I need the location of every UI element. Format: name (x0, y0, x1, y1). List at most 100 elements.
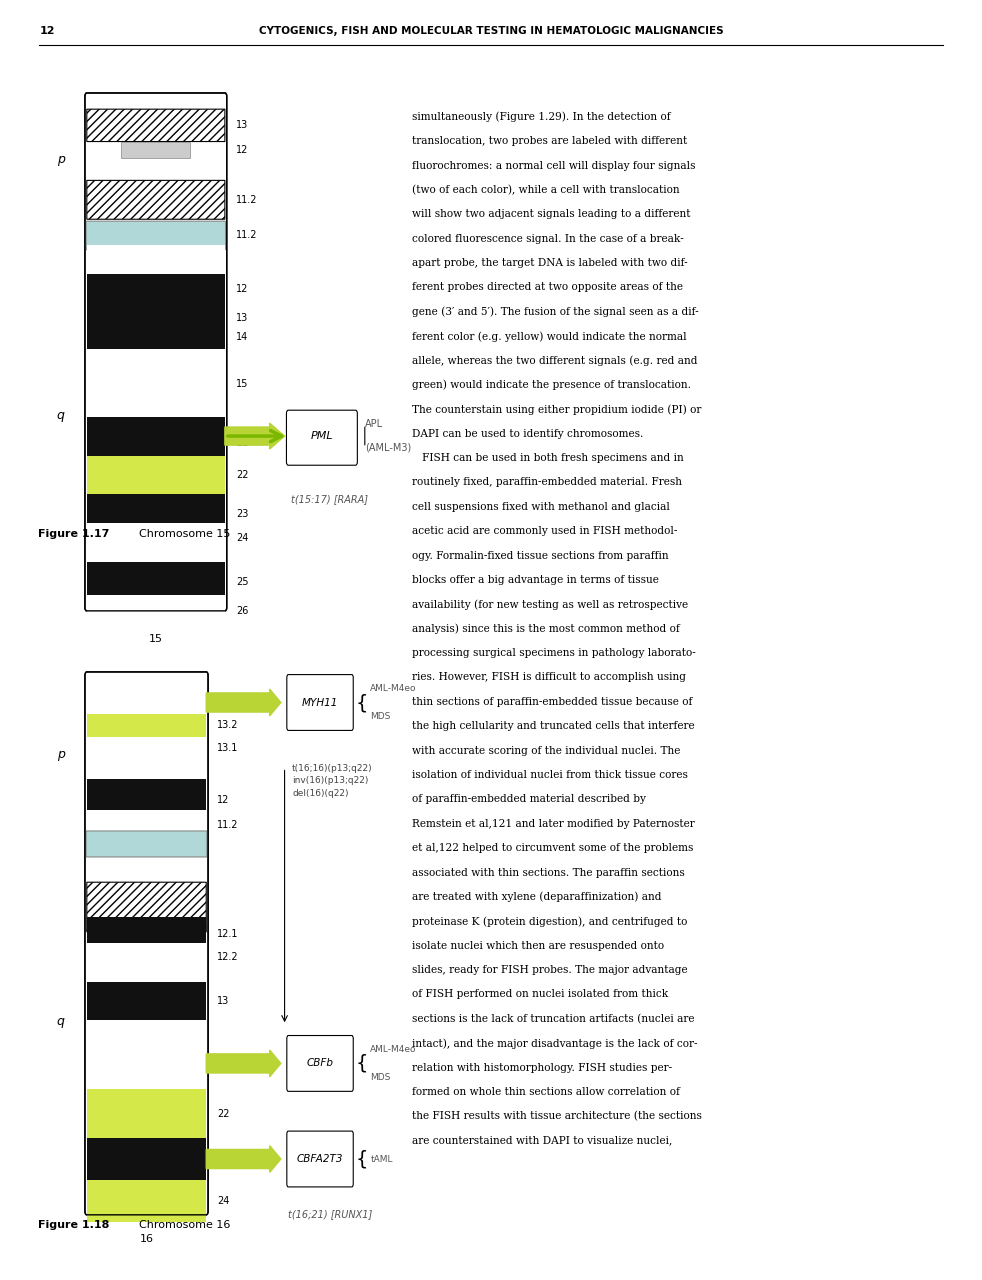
Text: the high cellularity and truncated cells that interfere: the high cellularity and truncated cells… (412, 721, 695, 731)
Text: {: { (345, 426, 359, 447)
FancyBboxPatch shape (84, 93, 227, 611)
Text: 13: 13 (236, 312, 248, 323)
Text: 12: 12 (236, 284, 248, 294)
Text: Chromosome 15: Chromosome 15 (139, 529, 231, 539)
Text: formed on whole thin sections allow correlation of: formed on whole thin sections allow corr… (412, 1087, 681, 1097)
Text: ries. However, FISH is difficult to accomplish using: ries. However, FISH is difficult to acco… (412, 672, 686, 682)
FancyBboxPatch shape (86, 180, 225, 219)
Text: 12: 12 (39, 26, 55, 36)
Text: ferent color (e.g. yellow) would indicate the normal: ferent color (e.g. yellow) would indicat… (412, 332, 687, 342)
Text: AML-M4eo: AML-M4eo (370, 685, 417, 694)
Bar (86, 1089, 206, 1138)
Bar (86, 916, 206, 951)
Text: 24: 24 (217, 1197, 230, 1207)
Bar (86, 780, 206, 820)
Bar (86, 494, 225, 534)
Text: apart probe, the target DNA is labeled with two dif-: apart probe, the target DNA is labeled w… (412, 259, 688, 268)
Text: analysis) since this is the most common method of: analysis) since this is the most common … (412, 623, 681, 635)
Text: of FISH performed on nuclei isolated from thick: of FISH performed on nuclei isolated fro… (412, 989, 669, 1000)
Text: 24: 24 (236, 532, 248, 543)
FancyBboxPatch shape (86, 109, 225, 142)
Text: CYTOGENICS, FISH AND MOLECULAR TESTING IN HEMATOLOGIC MALIGNANCIES: CYTOGENICS, FISH AND MOLECULAR TESTING I… (258, 26, 724, 36)
Bar (86, 274, 225, 303)
Text: 12.1: 12.1 (217, 929, 239, 938)
Text: q: q (57, 408, 65, 421)
Bar (86, 691, 206, 714)
Text: slides, ready for FISH probes. The major advantage: slides, ready for FISH probes. The major… (412, 965, 688, 975)
Text: 12: 12 (217, 795, 230, 805)
Text: allele, whereas the two different signals (e.g. red and: allele, whereas the two different signal… (412, 356, 698, 366)
Text: are treated with xylene (deparaffinization) and: are treated with xylene (deparaffinizati… (412, 892, 662, 902)
FancyBboxPatch shape (287, 675, 354, 731)
Bar (86, 1180, 206, 1222)
Text: 21: 21 (217, 1062, 230, 1073)
FancyBboxPatch shape (287, 1036, 354, 1092)
Bar (86, 982, 206, 1020)
Text: et al,122 helped to circumvent some of the problems: et al,122 helped to circumvent some of t… (412, 844, 694, 854)
Text: relation with histomorphology. FISH studies per-: relation with histomorphology. FISH stud… (412, 1062, 673, 1073)
Text: 14: 14 (236, 333, 248, 342)
Text: DAPI can be used to identify chromosomes.: DAPI can be used to identify chromosomes… (412, 429, 644, 439)
Text: Remstein et al,121 and later modified by Paternoster: Remstein et al,121 and later modified by… (412, 819, 695, 828)
Text: associated with thin sections. The paraffin sections: associated with thin sections. The paraf… (412, 868, 685, 878)
Text: 13: 13 (217, 996, 230, 1006)
Text: PML: PML (310, 431, 333, 442)
Text: 13.3: 13.3 (217, 698, 239, 708)
Bar (86, 714, 206, 737)
Text: of paraffin-embedded material described by: of paraffin-embedded material described … (412, 795, 646, 804)
Text: (AML-M3): (AML-M3) (364, 443, 411, 453)
FancyArrow shape (206, 1050, 281, 1076)
Text: with accurate scoring of the individual nuclei. The: with accurate scoring of the individual … (412, 746, 681, 755)
Text: 13: 13 (236, 120, 248, 131)
Bar (86, 524, 225, 553)
Text: will show two adjacent signals leading to a different: will show two adjacent signals leading t… (412, 209, 691, 219)
Text: CBFb: CBFb (306, 1059, 334, 1069)
Text: ferent probes directed at two opposite areas of the: ferent probes directed at two opposite a… (412, 283, 683, 292)
Text: 22: 22 (217, 1108, 230, 1119)
Text: are counterstained with DAPI to visualize nuclei,: are counterstained with DAPI to visualiz… (412, 1135, 673, 1146)
Text: MYH11: MYH11 (301, 698, 338, 708)
Bar (86, 244, 225, 268)
Text: simultaneously (Figure 1.29). In the detection of: simultaneously (Figure 1.29). In the det… (412, 111, 671, 123)
Text: 13.1: 13.1 (217, 744, 239, 754)
FancyBboxPatch shape (86, 882, 206, 932)
FancyBboxPatch shape (84, 672, 208, 1215)
Text: CBFA2T3: CBFA2T3 (297, 1155, 344, 1164)
Text: cell suspensions fixed with methanol and glacial: cell suspensions fixed with methanol and… (412, 502, 671, 512)
Text: 13.2: 13.2 (217, 721, 239, 731)
Text: AML-M4eo: AML-M4eo (370, 1046, 417, 1055)
Text: 25: 25 (236, 577, 248, 586)
Text: ogy. Formalin-fixed tissue sections from paraffin: ogy. Formalin-fixed tissue sections from… (412, 550, 669, 561)
Text: {: { (355, 1053, 368, 1073)
Text: 12: 12 (236, 145, 248, 155)
Bar (86, 326, 225, 348)
Text: the FISH results with tissue architecture (the sections: the FISH results with tissue architectur… (412, 1111, 702, 1121)
Text: tAML: tAML (370, 1155, 393, 1164)
Text: isolation of individual nuclei from thick tissue cores: isolation of individual nuclei from thic… (412, 771, 688, 780)
Text: routinely fixed, paraffin-embedded material. Fresh: routinely fixed, paraffin-embedded mater… (412, 477, 682, 488)
Text: 11.2: 11.2 (217, 820, 239, 829)
Bar (86, 943, 206, 970)
FancyArrow shape (225, 424, 285, 449)
Text: gene (3′ and 5′). The fusion of the signal seen as a dif-: gene (3′ and 5′). The fusion of the sign… (412, 307, 699, 317)
Text: The counterstain using either propidium iodide (PI) or: The counterstain using either propidium … (412, 404, 702, 415)
Text: 23: 23 (236, 508, 248, 518)
FancyBboxPatch shape (86, 221, 226, 250)
Text: availability (for new testing as well as retrospective: availability (for new testing as well as… (412, 599, 688, 609)
FancyBboxPatch shape (86, 831, 207, 858)
Text: acetic acid are commonly used in FISH methodol-: acetic acid are commonly used in FISH me… (412, 526, 678, 536)
Text: Chromosome 16: Chromosome 16 (139, 1220, 231, 1230)
Bar (86, 303, 225, 333)
Text: fluorochromes: a normal cell will display four signals: fluorochromes: a normal cell will displa… (412, 160, 696, 170)
Text: MDS: MDS (370, 1073, 391, 1082)
Text: {: { (355, 692, 368, 712)
Text: 15: 15 (149, 634, 163, 644)
Bar (86, 365, 225, 403)
Text: 26: 26 (236, 605, 248, 616)
Text: 22: 22 (236, 470, 248, 480)
Text: p: p (57, 152, 65, 166)
Bar (86, 595, 225, 627)
Text: blocks offer a big advantage in terms of tissue: blocks offer a big advantage in terms of… (412, 575, 659, 585)
Text: green) would indicate the presence of translocation.: green) would indicate the presence of tr… (412, 380, 691, 390)
FancyBboxPatch shape (287, 410, 357, 465)
